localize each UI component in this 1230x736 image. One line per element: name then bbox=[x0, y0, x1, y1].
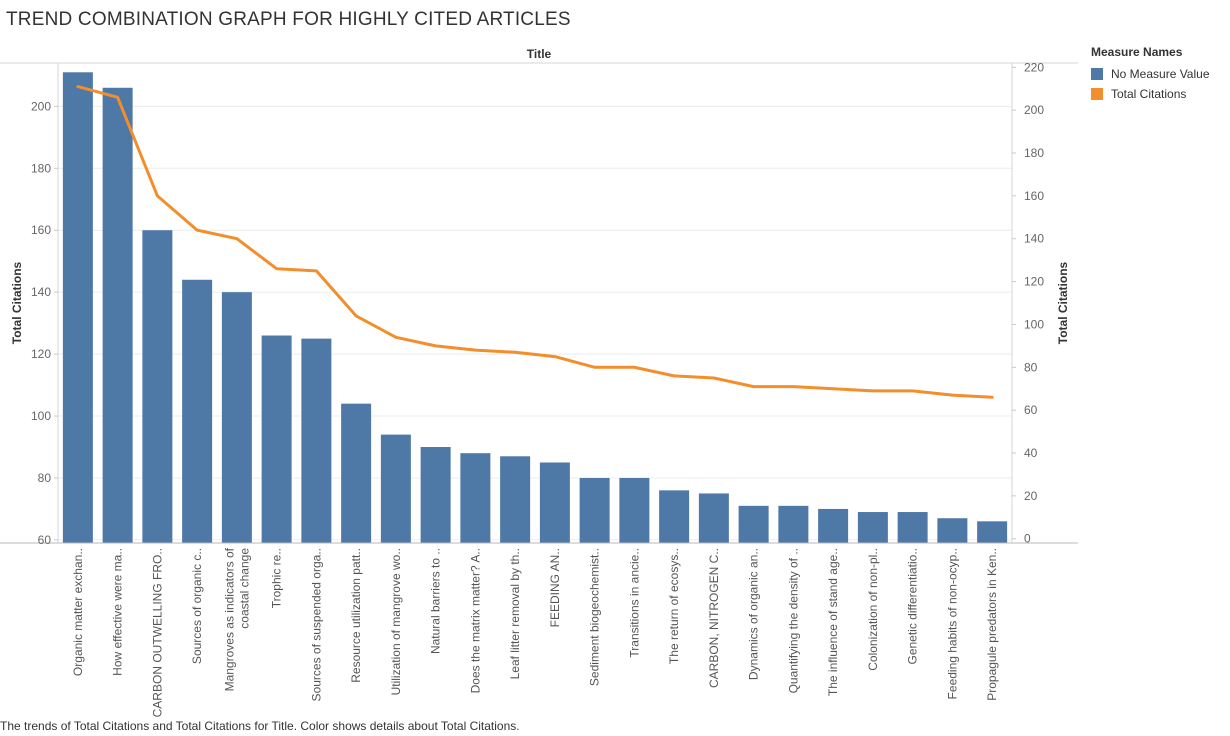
bar bbox=[301, 338, 332, 543]
right-tick-label: 80 bbox=[1024, 360, 1038, 374]
x-axis-title: Title bbox=[527, 47, 552, 61]
category-label: Resource utilization patt.. bbox=[349, 548, 363, 683]
right-tick-label: 160 bbox=[1024, 189, 1044, 203]
category-label: CARBON OUTWELLING FRO.. bbox=[150, 548, 164, 717]
left-tick-label: 120 bbox=[31, 347, 51, 361]
bar bbox=[261, 335, 292, 543]
bar bbox=[977, 521, 1008, 543]
category-label: CARBON, NITROGEN C.. bbox=[707, 548, 721, 688]
bar bbox=[937, 518, 968, 543]
category-label: Colonization of non-pl.. bbox=[866, 548, 880, 671]
trend-line bbox=[76, 85, 994, 399]
category-label: Genetic differentiatio.. bbox=[906, 548, 920, 665]
category-label: Does the matrix matter? A.. bbox=[468, 548, 482, 693]
bar-series bbox=[62, 72, 1008, 544]
bar bbox=[579, 477, 610, 543]
right-tick-label: 200 bbox=[1024, 103, 1044, 117]
right-tick-label: 120 bbox=[1024, 275, 1044, 289]
bar bbox=[341, 403, 372, 543]
axes: 60 80 100 120 140 160 180 200 0 20 40 60 80 100 120 140… bbox=[0, 47, 1078, 547]
bar bbox=[698, 493, 729, 543]
bar bbox=[460, 453, 491, 543]
bar bbox=[659, 490, 690, 543]
category-label: FEEDING AN.. bbox=[548, 548, 562, 627]
bar bbox=[380, 434, 411, 543]
legend-swatch-bars bbox=[1091, 68, 1103, 80]
bar bbox=[182, 279, 213, 543]
bar bbox=[778, 505, 809, 543]
bar bbox=[897, 512, 928, 543]
category-label: Organic matter exchan.. bbox=[71, 548, 85, 676]
bar bbox=[102, 87, 133, 543]
category-label: Trophic re.. bbox=[270, 548, 284, 608]
category-label: coastal change bbox=[237, 548, 251, 629]
category-label: Mangroves as indicators of bbox=[222, 547, 236, 691]
category-label: How effective were ma.. bbox=[111, 548, 125, 676]
category-label: Utilization of mangrove wo.. bbox=[389, 548, 403, 695]
right-tick-label: 0 bbox=[1024, 532, 1031, 546]
bar bbox=[62, 72, 93, 544]
right-tick-label: 100 bbox=[1024, 317, 1044, 331]
bar bbox=[857, 512, 888, 543]
category-label: Dynamics of organic an.. bbox=[747, 548, 761, 680]
legend-label-bars: No Measure Value bbox=[1111, 67, 1210, 81]
bar bbox=[500, 456, 531, 543]
y-axis-title: Total Citations bbox=[10, 261, 24, 344]
category-label: Sources of organic c.. bbox=[190, 548, 204, 664]
legend-item-line[interactable]: Total Citations bbox=[1091, 84, 1210, 104]
left-tick-label: 60 bbox=[38, 533, 52, 547]
legend: Measure Names No Measure Value Total Cit… bbox=[1091, 45, 1210, 104]
right-tick-label: 220 bbox=[1024, 60, 1044, 74]
right-tick-label: 60 bbox=[1024, 403, 1038, 417]
legend-item-bars[interactable]: No Measure Value bbox=[1091, 64, 1210, 84]
footnote: The trends of Total Citations and Total … bbox=[0, 719, 520, 733]
legend-title: Measure Names bbox=[1091, 45, 1183, 59]
bar bbox=[539, 462, 570, 543]
left-tick-label: 140 bbox=[31, 285, 51, 299]
category-label: Sources of suspended orga.. bbox=[309, 548, 323, 701]
category-label: Natural barriers to .. bbox=[429, 548, 443, 654]
y2-axis-title: Total Citations bbox=[1056, 261, 1070, 344]
right-tick-label: 180 bbox=[1024, 146, 1044, 160]
left-tick-label: 180 bbox=[31, 161, 51, 175]
left-tick-label: 160 bbox=[31, 223, 51, 237]
bar bbox=[818, 508, 849, 543]
category-label: The return of ecosys.. bbox=[667, 548, 681, 664]
bar bbox=[142, 230, 173, 543]
category-label: The influence of stand age.. bbox=[826, 548, 840, 696]
right-tick-label: 20 bbox=[1024, 489, 1038, 503]
right-tick-label: 40 bbox=[1024, 446, 1038, 460]
category-labels: Organic matter exchan.. How effective wer… bbox=[71, 547, 999, 717]
line-series bbox=[76, 85, 994, 399]
right-tick-label: 140 bbox=[1024, 232, 1044, 246]
legend-swatch-line bbox=[1091, 88, 1103, 100]
category-label: Feeding habits of non-ocyp.. bbox=[945, 548, 959, 699]
category-label: Transitions in ancie.. bbox=[627, 548, 641, 658]
category-label: Sediment biogeochemist.. bbox=[588, 548, 602, 686]
left-tick-label: 80 bbox=[38, 471, 52, 485]
left-tick-label: 200 bbox=[31, 99, 51, 113]
page-title: TREND COMBINATION GRAPH FOR HIGHLY CITED… bbox=[6, 9, 571, 30]
bar bbox=[738, 505, 769, 543]
category-label: Quantifying the density of .. bbox=[786, 548, 800, 693]
bar bbox=[619, 477, 650, 543]
left-tick-label: 100 bbox=[31, 409, 51, 423]
category-label: Propagule predators in Ken.. bbox=[985, 548, 999, 701]
category-label: Leaf litter removal by th.. bbox=[508, 548, 522, 679]
bar bbox=[420, 447, 451, 543]
legend-label-line: Total Citations bbox=[1111, 87, 1187, 101]
bar bbox=[221, 292, 252, 543]
